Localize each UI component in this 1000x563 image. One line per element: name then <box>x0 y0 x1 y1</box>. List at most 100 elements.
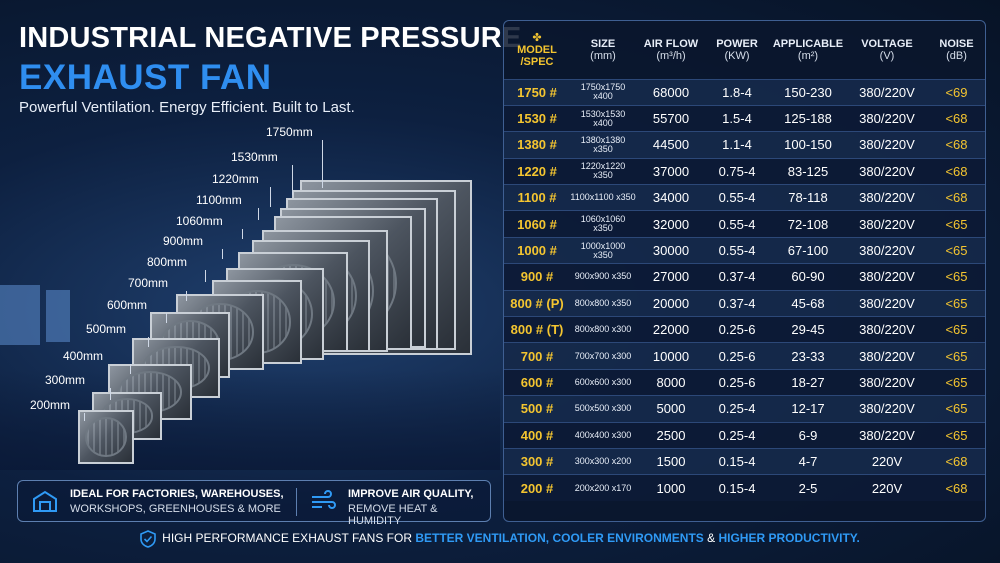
cell-airflow: 20000 <box>636 289 706 317</box>
cell-power: 0.25-4 <box>706 421 768 449</box>
table-row: 1000 #1000x1000 x350 30000 0.55-4 67-100 380… <box>504 236 985 264</box>
table-row: 1060 #1060x1060 x350 32000 0.55-4 72-108 380… <box>504 210 985 238</box>
wind-icon <box>312 490 336 509</box>
spec-table: ✤ MODEL/SPEC SIZE (mm) AIR FLOW (m³/h) POWER (K… <box>504 21 985 502</box>
cell-model: 600 # <box>504 368 570 396</box>
cell-voltage: 220V <box>848 447 926 475</box>
feature-divider <box>296 488 297 516</box>
tagline-highlight-2: HIGHER PRODUCTIVITY. <box>718 531 860 546</box>
feature-air-quality-subtitle: REMOVE HEAT & HUMIDITY <box>348 503 438 527</box>
cell-area: 29-45 <box>768 316 848 343</box>
cell-power: 1.1-4 <box>706 131 768 159</box>
header-unit: (dB) <box>946 49 967 62</box>
cell-airflow: 68000 <box>636 78 706 106</box>
table-header-cell: ✤ MODEL/SPEC <box>504 21 570 79</box>
cell-airflow: 27000 <box>636 263 706 291</box>
size-leader-line <box>186 291 187 301</box>
size-leader-line <box>258 208 259 220</box>
cell-voltage: 380/220V <box>848 342 926 370</box>
cell-model: 900 # <box>504 263 570 291</box>
cell-model: 200 # <box>504 474 570 502</box>
cell-area: 12-17 <box>768 395 848 423</box>
table-row: 200 #200x200 x170 1000 0.15-4 2-5 220V <68 <box>504 474 985 502</box>
cell-size: 800x800 x350 <box>570 289 636 317</box>
size-label: 1530mm <box>231 150 278 164</box>
page-title-line1: INDUSTRIAL NEGATIVE PRESSURE <box>19 22 522 54</box>
table-row: 600 #600x600 x300 8000 0.25-6 18-27 380/220V… <box>504 368 985 396</box>
cell-voltage: 220V <box>848 474 926 502</box>
page-title-line2: EXHAUST FAN <box>19 58 272 97</box>
table-row: 1100 #1100x1100 x350 34000 0.55-4 78-118 380… <box>504 184 985 211</box>
page-subtitle: Powerful Ventilation. Energy Efficient. … <box>19 99 355 116</box>
cell-airflow: 37000 <box>636 157 706 185</box>
cell-model: 800 # (P) <box>504 289 570 317</box>
table-row: 300 #300x300 x200 1500 0.15-4 4-7 220V <68 <box>504 447 985 475</box>
cell-power: 1.5-4 <box>706 104 768 132</box>
cell-noise: <68 <box>926 131 985 159</box>
header-unit: (m³/h) <box>656 49 686 62</box>
size-label: 1750mm <box>266 125 313 139</box>
table-row: 1380 #1380x1380 x350 44500 1.1-4 100-150 380… <box>504 131 985 159</box>
table-header-cell: APPLICABLE (m²) <box>768 21 848 79</box>
cell-airflow: 5000 <box>636 395 706 423</box>
table-header-cell: AIR FLOW (m³/h) <box>636 21 706 79</box>
cell-voltage: 380/220V <box>848 368 926 396</box>
cell-model: 800 # (T) <box>504 316 570 343</box>
warehouse-icon <box>33 490 57 512</box>
cell-area: 100-150 <box>768 131 848 159</box>
cell-voltage: 380/220V <box>848 316 926 343</box>
header-unit: (mm) <box>590 49 616 62</box>
cell-voltage: 380/220V <box>848 421 926 449</box>
cell-power: 0.37-4 <box>706 289 768 317</box>
size-label: 900mm <box>163 234 204 248</box>
header-label: SIZE <box>590 37 616 50</box>
cell-area: 6-9 <box>768 421 848 449</box>
cell-size: 1530x1530 x400 <box>570 104 636 132</box>
cell-noise: <65 <box>926 316 985 343</box>
cell-power: 0.25-6 <box>706 368 768 396</box>
cell-size: 700x700 x300 <box>570 342 636 370</box>
cell-model: 1000 # <box>504 236 570 264</box>
cell-size: 600x600 x300 <box>570 368 636 396</box>
table-row: 500 #500x500 x300 5000 0.25-4 12-17 380/220V… <box>504 395 985 423</box>
cell-size: 900x900 x350 <box>570 263 636 291</box>
cell-area: 18-27 <box>768 368 848 396</box>
cell-size: 1220x1220 x350 <box>570 157 636 185</box>
cell-area: 72-108 <box>768 210 848 238</box>
header-label: VOLTAGE <box>861 37 913 50</box>
cell-voltage: 380/220V <box>848 184 926 211</box>
header-unit: (m²) <box>797 49 819 62</box>
header-unit: (KW) <box>724 49 750 62</box>
cell-airflow: 55700 <box>636 104 706 132</box>
tagline-text-1: HIGH PERFORMANCE EXHAUST FANS FOR <box>162 531 416 546</box>
header-label: POWER <box>716 37 758 50</box>
spec-table-panel: ✤ MODEL/SPEC SIZE (mm) AIR FLOW (m³/h) POWER (K… <box>503 20 986 522</box>
size-label: 800mm <box>147 255 188 269</box>
cell-area: 83-125 <box>768 157 848 185</box>
cell-noise: <65 <box>926 263 985 291</box>
cell-size: 1100x1100 x350 <box>570 184 636 211</box>
cell-noise: <69 <box>926 78 985 106</box>
cell-airflow: 1500 <box>636 447 706 475</box>
cell-noise: <68 <box>926 157 985 185</box>
cell-area: 45-68 <box>768 289 848 317</box>
cell-airflow: 8000 <box>636 368 706 396</box>
cell-size: 800x800 x300 <box>570 316 636 343</box>
cell-model: 1100 # <box>504 184 570 211</box>
cell-size: 1000x1000 x350 <box>570 236 636 264</box>
size-leader-line <box>292 165 293 195</box>
cell-noise: <65 <box>926 289 985 317</box>
cell-power: 0.55-4 <box>706 210 768 238</box>
cell-noise: <68 <box>926 474 985 502</box>
cell-noise: <68 <box>926 104 985 132</box>
cell-area: 78-118 <box>768 184 848 211</box>
background-window <box>46 290 70 342</box>
cell-noise: <65 <box>926 210 985 238</box>
size-leader-line <box>148 337 149 347</box>
cell-voltage: 380/220V <box>848 236 926 264</box>
tagline-text-2: & <box>703 531 719 546</box>
feature-industry-title: IDEAL FOR FACTORIES, WAREHOUSES, <box>70 488 284 500</box>
table-row: 1530 #1530x1530 x400 55700 1.5-4 125-188 380… <box>504 104 985 132</box>
size-leader-line <box>205 270 206 282</box>
table-header-cell: VOLTAGE (V) <box>848 21 926 79</box>
